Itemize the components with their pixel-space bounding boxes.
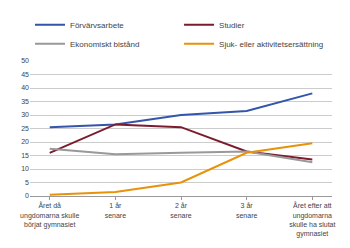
svg-text:15: 15 <box>21 152 29 159</box>
svg-text:35: 35 <box>21 98 29 105</box>
svg-text:3 årsenare: 3 årsenare <box>236 202 258 218</box>
svg-text:Studier: Studier <box>219 21 245 30</box>
svg-text:45: 45 <box>21 71 29 78</box>
svg-text:Året dåungdomarna skullebörjat: Året dåungdomarna skullebörjat gymnasiet <box>20 201 79 228</box>
svg-text:50: 50 <box>21 57 29 64</box>
svg-text:Ekonomiskt bistånd: Ekonomiskt bistånd <box>70 40 139 49</box>
svg-text:1 årsenare: 1 årsenare <box>105 202 127 218</box>
svg-text:Året efter attungdomarnaskulle: Året efter attungdomarnaskulle ha slutat… <box>289 201 335 237</box>
svg-text:40: 40 <box>21 84 29 91</box>
svg-text:Sjuk- eller aktivitetsersättni: Sjuk- eller aktivitetsersättning <box>219 40 323 49</box>
svg-text:20: 20 <box>21 138 29 145</box>
svg-text:0: 0 <box>25 192 29 199</box>
svg-text:25: 25 <box>21 125 29 132</box>
svg-text:5: 5 <box>25 179 29 186</box>
svg-text:2 årsenare: 2 årsenare <box>170 202 192 218</box>
svg-text:10: 10 <box>21 165 29 172</box>
svg-text:Förvärvsarbete: Förvärvsarbete <box>70 21 124 30</box>
svg-text:30: 30 <box>21 111 29 118</box>
